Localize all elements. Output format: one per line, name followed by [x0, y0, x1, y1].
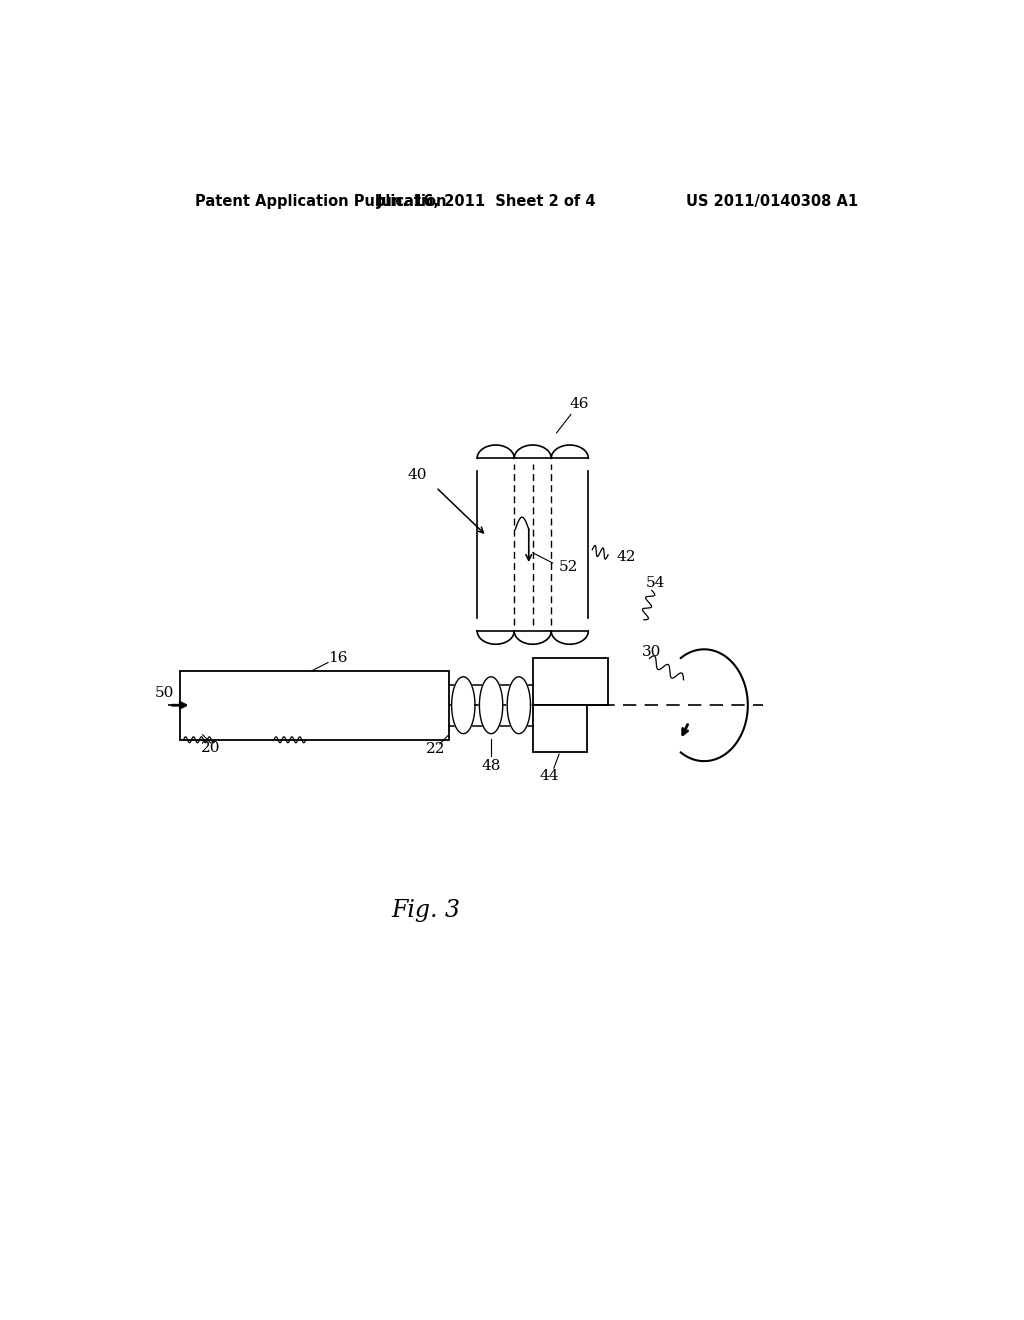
Text: 30: 30 [642, 645, 662, 660]
Text: 44: 44 [540, 770, 559, 783]
Text: 48: 48 [481, 759, 501, 774]
Text: Jun. 16, 2011  Sheet 2 of 4: Jun. 16, 2011 Sheet 2 of 4 [377, 194, 596, 209]
Text: 40: 40 [408, 469, 427, 482]
Text: 20: 20 [201, 741, 220, 755]
Polygon shape [452, 677, 475, 734]
Text: 54: 54 [646, 577, 666, 590]
Text: 50: 50 [155, 686, 174, 700]
Polygon shape [479, 677, 503, 734]
Bar [532, 659, 608, 705]
Text: 52: 52 [559, 560, 579, 574]
Text: 22: 22 [426, 742, 445, 756]
Text: US 2011/0140308 A1: US 2011/0140308 A1 [686, 194, 858, 209]
Bar [179, 671, 450, 739]
Text: 46: 46 [569, 397, 589, 412]
Text: 42: 42 [616, 550, 636, 564]
Bar [532, 705, 587, 752]
Text: Fig. 3: Fig. 3 [391, 899, 460, 923]
Polygon shape [507, 677, 530, 734]
Text: Patent Application Publication: Patent Application Publication [196, 194, 446, 209]
Text: 16: 16 [329, 652, 348, 665]
